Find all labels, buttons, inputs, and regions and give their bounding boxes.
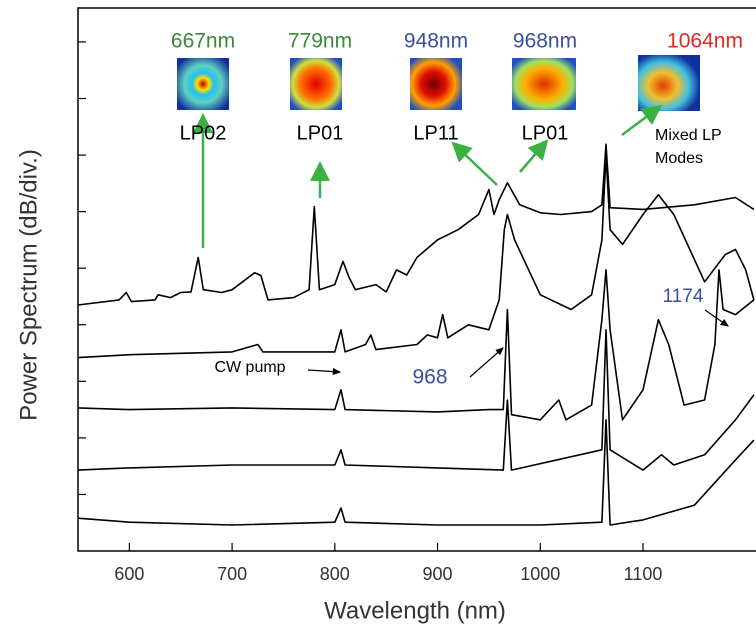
annotation: CW pump — [214, 359, 285, 376]
x-tick-label: 700 — [217, 564, 247, 584]
annotation: 667nm — [171, 30, 235, 53]
annotation: 1064nm — [667, 30, 743, 53]
annotation: 948nm — [404, 30, 468, 53]
annotation: 1174 — [663, 286, 704, 307]
y-axis-label: Power Spectrum (dB/div.) — [15, 149, 42, 421]
x-tick-label: 900 — [423, 564, 453, 584]
spectrum-line — [77, 329, 755, 471]
spectrum-line — [77, 153, 755, 359]
x-tick-label: 1000 — [520, 564, 560, 584]
annotation: Modes — [655, 150, 703, 167]
spectrum-line — [77, 419, 755, 526]
arrows — [193, 105, 662, 248]
annotation: LP01 — [522, 122, 569, 144]
mode-image — [638, 55, 700, 111]
arrow — [469, 347, 504, 378]
x-tick-label: 600 — [114, 564, 144, 584]
annotation: LP01 — [297, 122, 344, 144]
spectrum-line — [77, 269, 755, 421]
annotation: 779nm — [288, 30, 352, 53]
arrow — [519, 139, 549, 173]
annotation: LP11 — [413, 122, 458, 144]
annotation: 968nm — [513, 30, 577, 53]
mode-image — [290, 58, 342, 110]
annotation: LP02 — [180, 122, 227, 144]
plot-frame — [77, 7, 756, 552]
arrow — [621, 105, 662, 136]
arrows — [307, 309, 729, 378]
x-tick-label: 800 — [320, 564, 350, 584]
mode-image — [177, 58, 229, 110]
mode-image — [512, 58, 576, 110]
annotation: 968 — [412, 366, 447, 389]
spectrum-line — [77, 143, 755, 306]
annotation: Mixed LP — [655, 127, 722, 144]
x-tick-label: 1100 — [624, 564, 663, 584]
mode-image — [410, 58, 462, 110]
arrow — [307, 367, 342, 376]
arrow — [451, 141, 498, 186]
x-axis-label: Wavelength (nm) — [324, 597, 506, 624]
